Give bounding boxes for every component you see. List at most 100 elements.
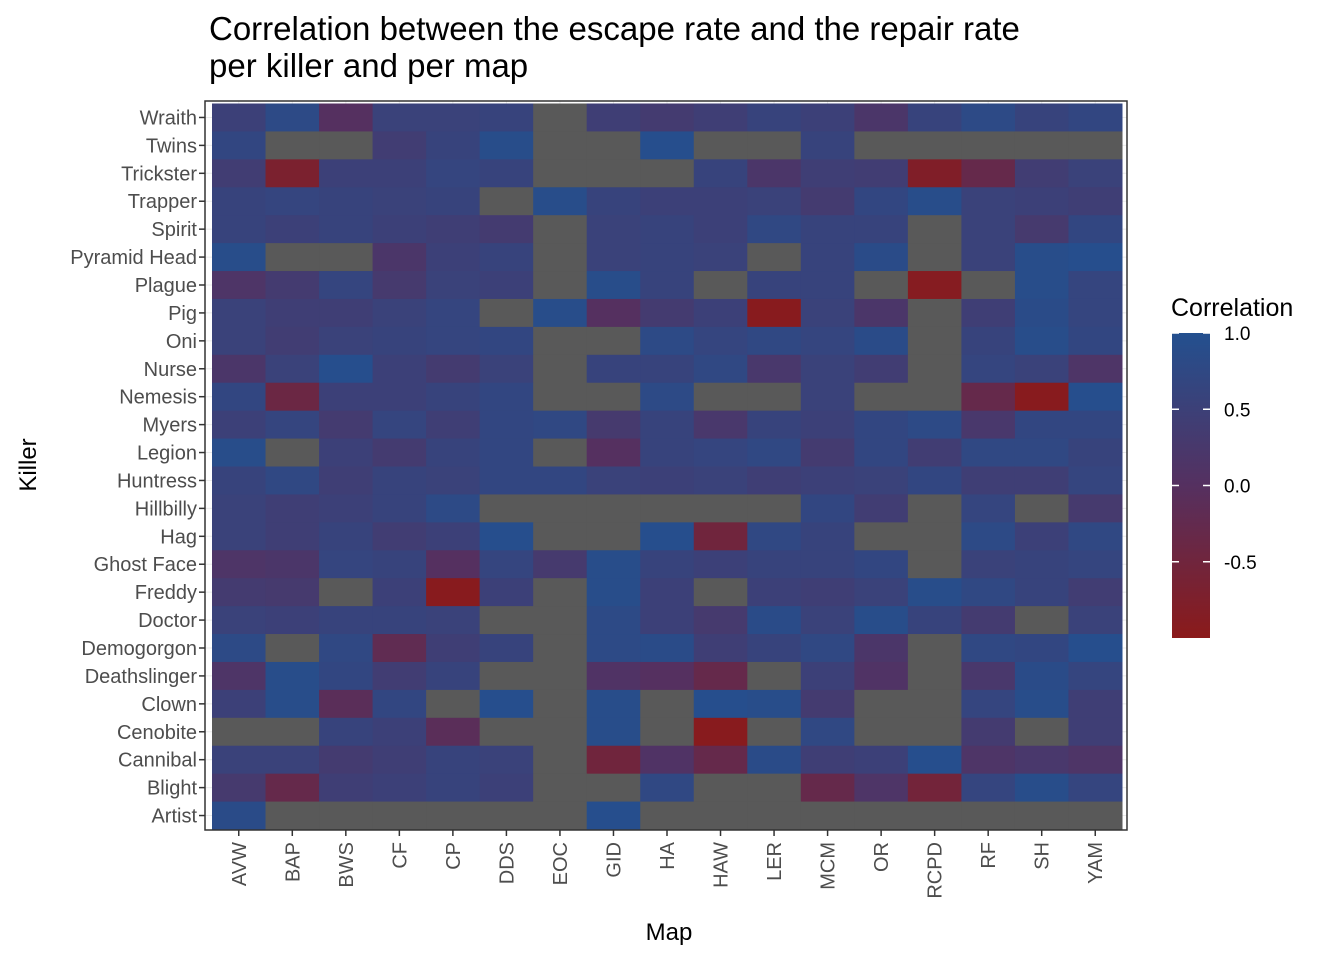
x-axis-title: Map — [646, 919, 693, 946]
heatmap-cell — [586, 326, 641, 356]
heatmap-cell — [586, 550, 641, 579]
heatmap-cell — [372, 550, 427, 579]
heatmap-cell — [586, 494, 641, 523]
heatmap-cell — [854, 103, 909, 132]
heatmap-cell — [372, 717, 427, 747]
heatmap-cell — [586, 271, 641, 300]
heatmap-cell — [747, 717, 802, 747]
y-tick-label: Artist — [151, 806, 197, 828]
heatmap-cell — [319, 606, 374, 635]
heatmap-cell — [693, 326, 748, 356]
heatmap-cell — [479, 661, 534, 691]
heatmap-cell — [693, 159, 748, 188]
y-tick-label: Spirit — [151, 219, 197, 241]
heatmap-cell — [212, 298, 267, 328]
heatmap-cell — [854, 717, 909, 747]
heatmap-cell — [640, 522, 695, 551]
heatmap-cell — [800, 131, 855, 160]
y-tick-label: Huntress — [117, 470, 197, 492]
legend-title: Correlation — [1171, 294, 1293, 322]
heatmap-cell — [907, 438, 962, 467]
heatmap-cell — [854, 271, 909, 300]
heatmap-cell — [319, 243, 374, 272]
heatmap-cell — [426, 103, 481, 132]
heatmap-cell — [533, 689, 588, 719]
heatmap-cell — [1068, 745, 1123, 775]
heatmap-cell — [319, 326, 374, 356]
heatmap-cell — [212, 187, 267, 216]
heatmap-cell — [800, 215, 855, 244]
heatmap-cell — [693, 634, 748, 663]
heatmap-cell — [533, 354, 588, 384]
heatmap-cell — [1068, 634, 1123, 663]
heatmap-cell — [640, 466, 695, 495]
heatmap-cell — [586, 187, 641, 216]
heatmap-cell — [479, 215, 534, 244]
heatmap-cell — [1068, 550, 1123, 579]
heatmap-cell — [1014, 243, 1069, 272]
heatmap-cell — [1014, 354, 1069, 384]
heatmap-cell — [479, 103, 534, 132]
heatmap-cell — [319, 298, 374, 328]
heatmap-cell — [961, 243, 1016, 272]
heatmap-cell — [961, 634, 1016, 663]
heatmap-cell — [533, 578, 588, 607]
heatmap-cell — [426, 159, 481, 188]
heatmap-cell — [800, 801, 855, 830]
heatmap-cell — [907, 494, 962, 523]
heatmap-cell — [693, 243, 748, 272]
heatmap-cell — [372, 466, 427, 495]
heatmap-cell — [372, 103, 427, 132]
heatmap-cell — [854, 438, 909, 467]
heatmap-cell — [479, 578, 534, 607]
heatmap-cell — [961, 522, 1016, 551]
heatmap-cell — [640, 215, 695, 244]
heatmap-cell — [854, 187, 909, 216]
heatmap-cell — [265, 159, 320, 188]
legend-ticks: 1.0 0.5 0.0 -0.5 — [1172, 324, 1257, 574]
chart-title-line-1: Correlation between the escape rate and … — [209, 10, 1020, 47]
heatmap-cell — [1014, 717, 1069, 747]
heatmap-cell — [1068, 410, 1123, 440]
heatmap-cell — [212, 578, 267, 607]
heatmap-cell — [479, 354, 534, 384]
heatmap-cell — [640, 606, 695, 635]
heatmap-cell — [1014, 689, 1069, 719]
x-tick-label: CF — [389, 842, 411, 869]
heatmap-cell — [372, 354, 427, 384]
heatmap-cell — [586, 298, 641, 328]
heatmap-cell — [693, 522, 748, 551]
heatmap-cell — [372, 494, 427, 523]
heatmap-cell — [693, 354, 748, 384]
y-tick-label: Twins — [146, 135, 197, 157]
y-tick-label: Plague — [135, 275, 197, 297]
heatmap-cell — [533, 326, 588, 356]
x-tick-label: DDS — [496, 842, 518, 884]
heatmap-cell — [265, 103, 320, 132]
y-tick-label: Trapper — [128, 191, 198, 213]
legend-tick-label: 0.0 — [1224, 477, 1250, 498]
heatmap-cell — [372, 606, 427, 635]
heatmap-cell — [1068, 578, 1123, 607]
heatmap-cell — [640, 271, 695, 300]
heatmap-cell — [854, 634, 909, 663]
heatmap-cell — [1014, 801, 1069, 830]
heatmap-cell — [426, 634, 481, 663]
heatmap-cell — [747, 466, 802, 495]
heatmap-cell — [372, 801, 427, 830]
heatmap-cell — [1014, 661, 1069, 691]
heatmap-cell — [961, 578, 1016, 607]
heatmap-cell — [693, 298, 748, 328]
heatmap-cell — [533, 550, 588, 579]
heatmap-cell — [1068, 801, 1123, 830]
heatmap-cell — [265, 466, 320, 495]
heatmap-cell — [640, 382, 695, 412]
heatmap-cells — [212, 103, 1123, 830]
heatmap-cell — [212, 606, 267, 635]
heatmap-cell — [265, 187, 320, 216]
heatmap-cell — [800, 159, 855, 188]
heatmap-cell — [479, 689, 534, 719]
heatmap-cell — [426, 187, 481, 216]
heatmap-cell — [265, 773, 320, 803]
heatmap-cell — [586, 773, 641, 803]
